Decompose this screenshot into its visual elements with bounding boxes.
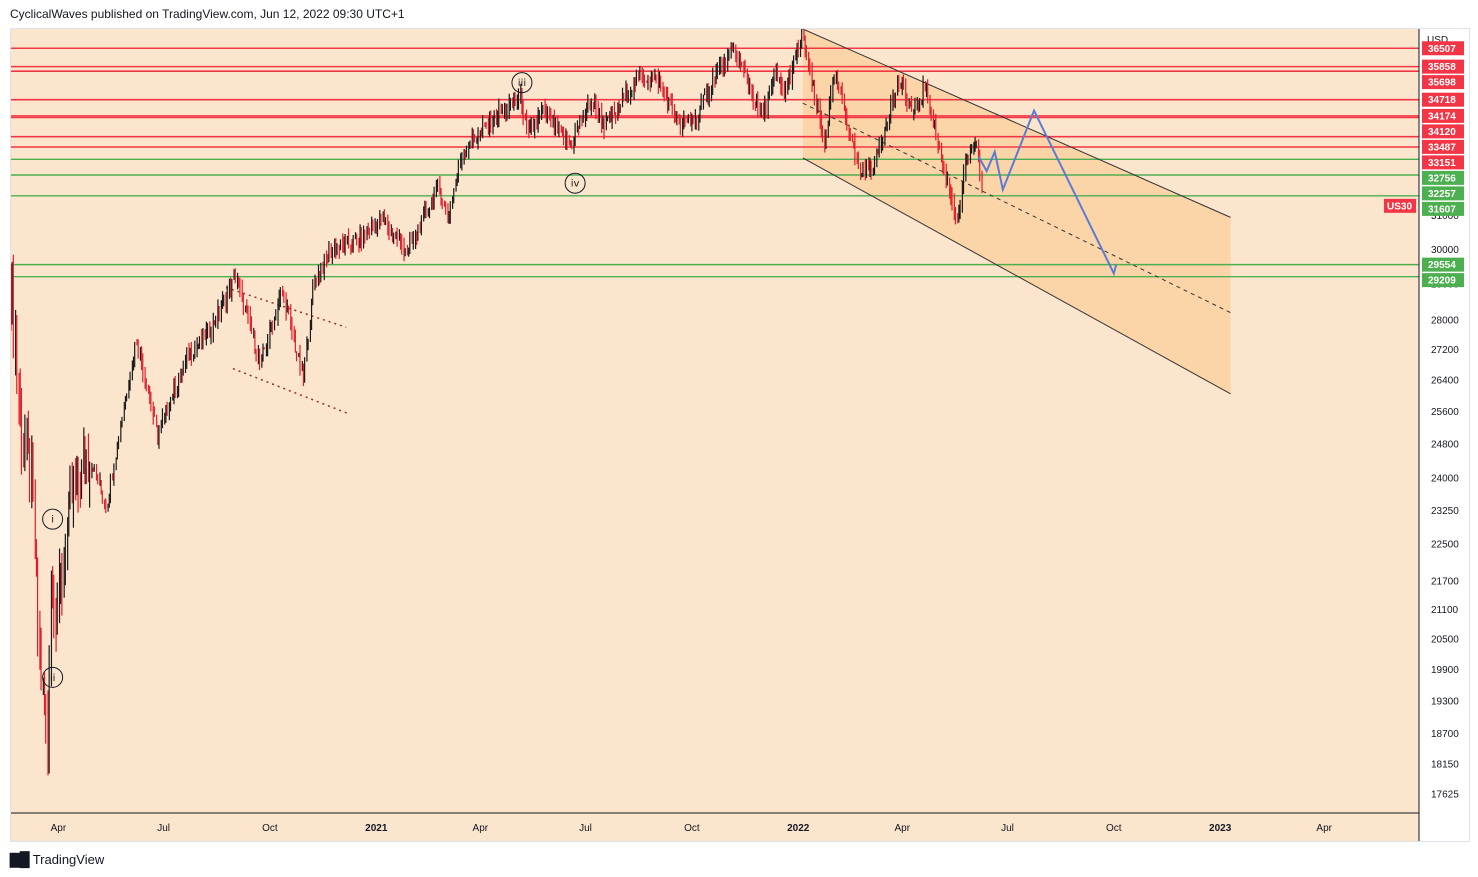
price-chart[interactable]: iiiiiiivvUSD1762518150187001930019900205… (11, 29, 1469, 841)
price-level-badge[interactable] (1422, 41, 1464, 56)
x-tick-label: Jul (1001, 823, 1014, 834)
dotted-channel-lower[interactable] (232, 367, 349, 415)
chart-area[interactable]: iiiiiiivvUSD1762518150187001930019900205… (10, 28, 1470, 842)
wave-label-ii[interactable]: ii (50, 673, 56, 684)
price-level-badge[interactable] (1422, 257, 1464, 272)
price-level-value: 33487 (1428, 142, 1456, 153)
projection-path[interactable] (977, 108, 1118, 277)
x-tick-label: Apr (1316, 823, 1332, 834)
price-level-value: 35858 (1428, 62, 1456, 73)
publisher-header: CyclicalWaves published on TradingView.c… (10, 7, 405, 21)
currency-label: USD (1427, 35, 1448, 46)
x-tick-label: Jul (157, 823, 170, 834)
price-level-badge[interactable] (1422, 170, 1464, 185)
price-level-value: 34718 (1428, 95, 1456, 106)
symbol-badge[interactable] (1384, 198, 1416, 213)
y-tick-label: 22500 (1431, 539, 1459, 550)
x-tick-label: Apr (473, 823, 489, 834)
price-level-badge[interactable] (1422, 273, 1464, 288)
y-tick-label: 19900 (1431, 665, 1459, 676)
price-level-value: 35698 (1428, 78, 1456, 89)
y-tick-label: 27200 (1431, 345, 1459, 356)
channel-lower-line[interactable] (802, 157, 1231, 395)
price-level-value: 34174 (1428, 111, 1456, 122)
price-level-value: 32257 (1428, 189, 1456, 200)
x-tick-label: 2021 (365, 823, 388, 834)
y-tick-label: 30000 (1431, 245, 1459, 256)
y-tick-label: 28000 (1431, 315, 1459, 326)
y-tick-label: 26400 (1431, 376, 1459, 387)
wave-label-circle[interactable] (42, 666, 64, 688)
brand-label[interactable]: TradingView (32, 852, 105, 867)
x-tick-label: 2023 (1209, 823, 1232, 834)
y-tick-label: 31000 (1431, 211, 1459, 222)
channel-upper-line[interactable] (802, 29, 1231, 218)
price-level-badge[interactable] (1422, 155, 1464, 170)
wave-label-circle[interactable] (42, 508, 64, 530)
price-level-value: 33151 (1428, 158, 1456, 169)
price-level-value: 31607 (1428, 204, 1456, 215)
price-level-badge[interactable] (1422, 124, 1464, 139)
price-level-badge[interactable] (1422, 108, 1464, 123)
price-level-value: 29554 (1428, 260, 1456, 271)
y-tick-label: 18700 (1431, 729, 1459, 740)
y-tick-label: 24800 (1431, 440, 1459, 451)
x-tick-label: Jul (579, 823, 592, 834)
price-level-badge[interactable] (1422, 186, 1464, 201)
price-level-badge[interactable] (1422, 139, 1464, 154)
price-level-badge[interactable] (1422, 201, 1464, 216)
y-tick-label: 21700 (1431, 576, 1459, 587)
x-tick-label: Oct (262, 823, 278, 834)
price-level-badge[interactable] (1422, 59, 1464, 74)
y-tick-label: 20500 (1431, 635, 1459, 646)
wave-label-iii[interactable]: iii (518, 78, 526, 89)
price-level-badge[interactable] (1422, 75, 1464, 90)
price-level-value: 29209 (1428, 276, 1456, 287)
x-tick-label: Oct (684, 823, 700, 834)
x-tick-label: 2022 (787, 823, 810, 834)
y-tick-label: 23250 (1431, 506, 1459, 517)
wave-label-circle[interactable] (511, 72, 533, 94)
wave-label-iv[interactable]: iv (571, 179, 580, 190)
y-tick-label: 24000 (1431, 473, 1459, 484)
y-tick-label: 17625 (1431, 789, 1459, 800)
price-level-badge[interactable] (1422, 92, 1464, 107)
y-tick-label: 25600 (1431, 407, 1459, 418)
tradingview-logo-icon[interactable]: ▇█ (10, 851, 30, 867)
y-tick-label: 18150 (1431, 759, 1459, 770)
x-tick-label: Apr (51, 823, 67, 834)
wave-label-i[interactable]: i (51, 515, 54, 526)
price-level-value: 32756 (1428, 173, 1456, 184)
price-level-value: 36507 (1428, 44, 1456, 55)
y-tick-label: 19300 (1431, 696, 1459, 707)
wave-label-circle[interactable] (564, 172, 586, 194)
channel-fill (802, 29, 1231, 394)
y-tick-label: 21100 (1431, 605, 1459, 616)
symbol-label: US30 (1387, 201, 1412, 212)
footer: ▇█ TradingView (10, 851, 104, 868)
price-level-value: 34120 (1428, 127, 1456, 138)
x-tick-label: Oct (1106, 823, 1122, 834)
x-tick-label: Apr (894, 823, 910, 834)
